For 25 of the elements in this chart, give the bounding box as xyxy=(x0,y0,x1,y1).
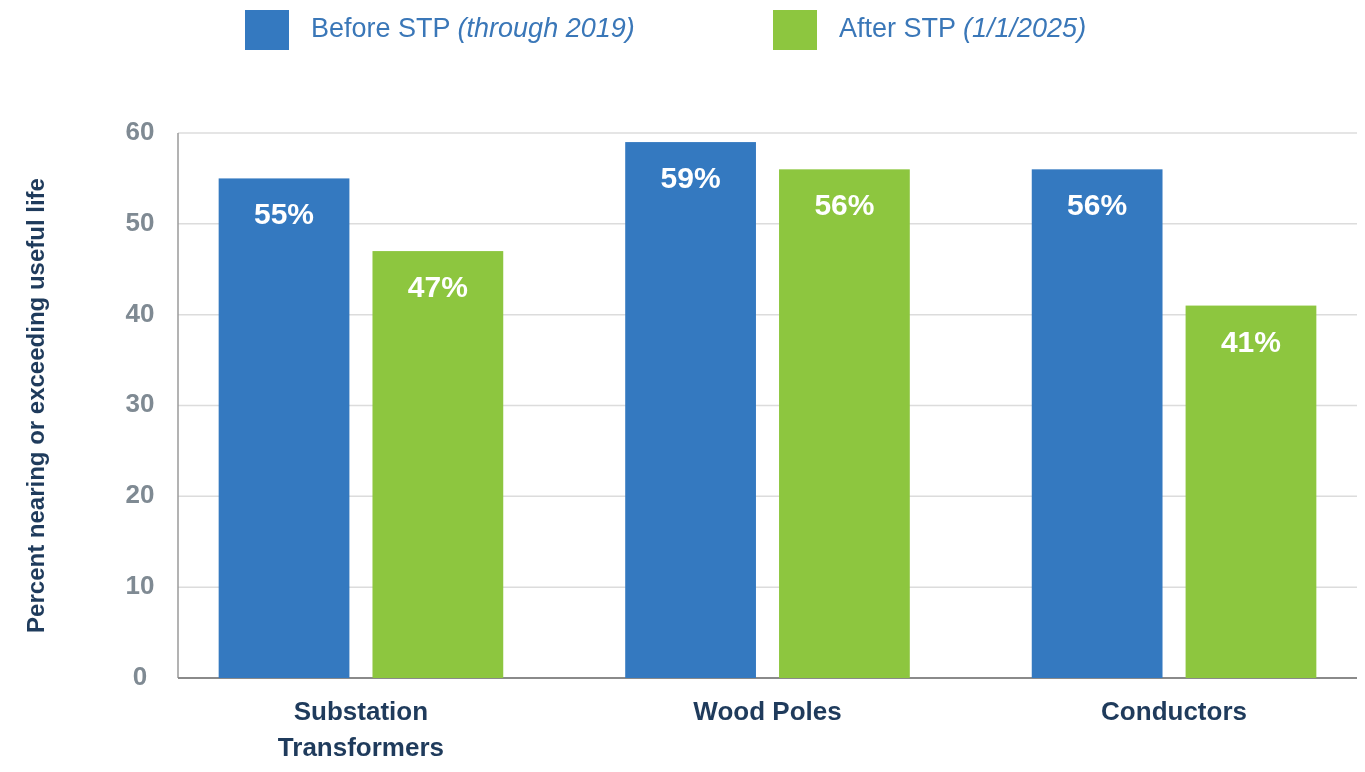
y-tick-label: 20 xyxy=(125,479,155,510)
bar xyxy=(779,169,910,678)
bar xyxy=(372,251,504,678)
bar xyxy=(625,142,756,678)
y-tick-label: 50 xyxy=(125,206,155,237)
data-label: 56% xyxy=(1067,188,1128,222)
legend-label: Before STP (through 2019) xyxy=(311,13,635,44)
y-tick-label: 10 xyxy=(125,570,155,601)
y-axis-title: Percent nearing or exceeding useful life xyxy=(22,178,49,633)
data-label: 59% xyxy=(660,161,721,195)
x-tick-label: Wood Poles xyxy=(693,696,842,726)
legend-label: After STP (1/1/2025) xyxy=(839,13,1087,44)
bar xyxy=(1185,305,1317,678)
bar xyxy=(218,178,350,678)
data-label: 41% xyxy=(1220,324,1281,358)
x-tick-label: Conductors xyxy=(1101,696,1247,726)
y-tick-label: 30 xyxy=(125,388,155,419)
data-label: 55% xyxy=(254,197,315,231)
data-label: 56% xyxy=(814,188,875,222)
y-tick-label: 60 xyxy=(125,115,155,146)
bar xyxy=(1031,169,1163,678)
y-tick-label: 0 xyxy=(132,660,148,691)
y-tick-label: 40 xyxy=(125,297,155,328)
x-tick-label: Substation Transformers xyxy=(277,696,445,762)
data-label: 47% xyxy=(407,270,468,304)
